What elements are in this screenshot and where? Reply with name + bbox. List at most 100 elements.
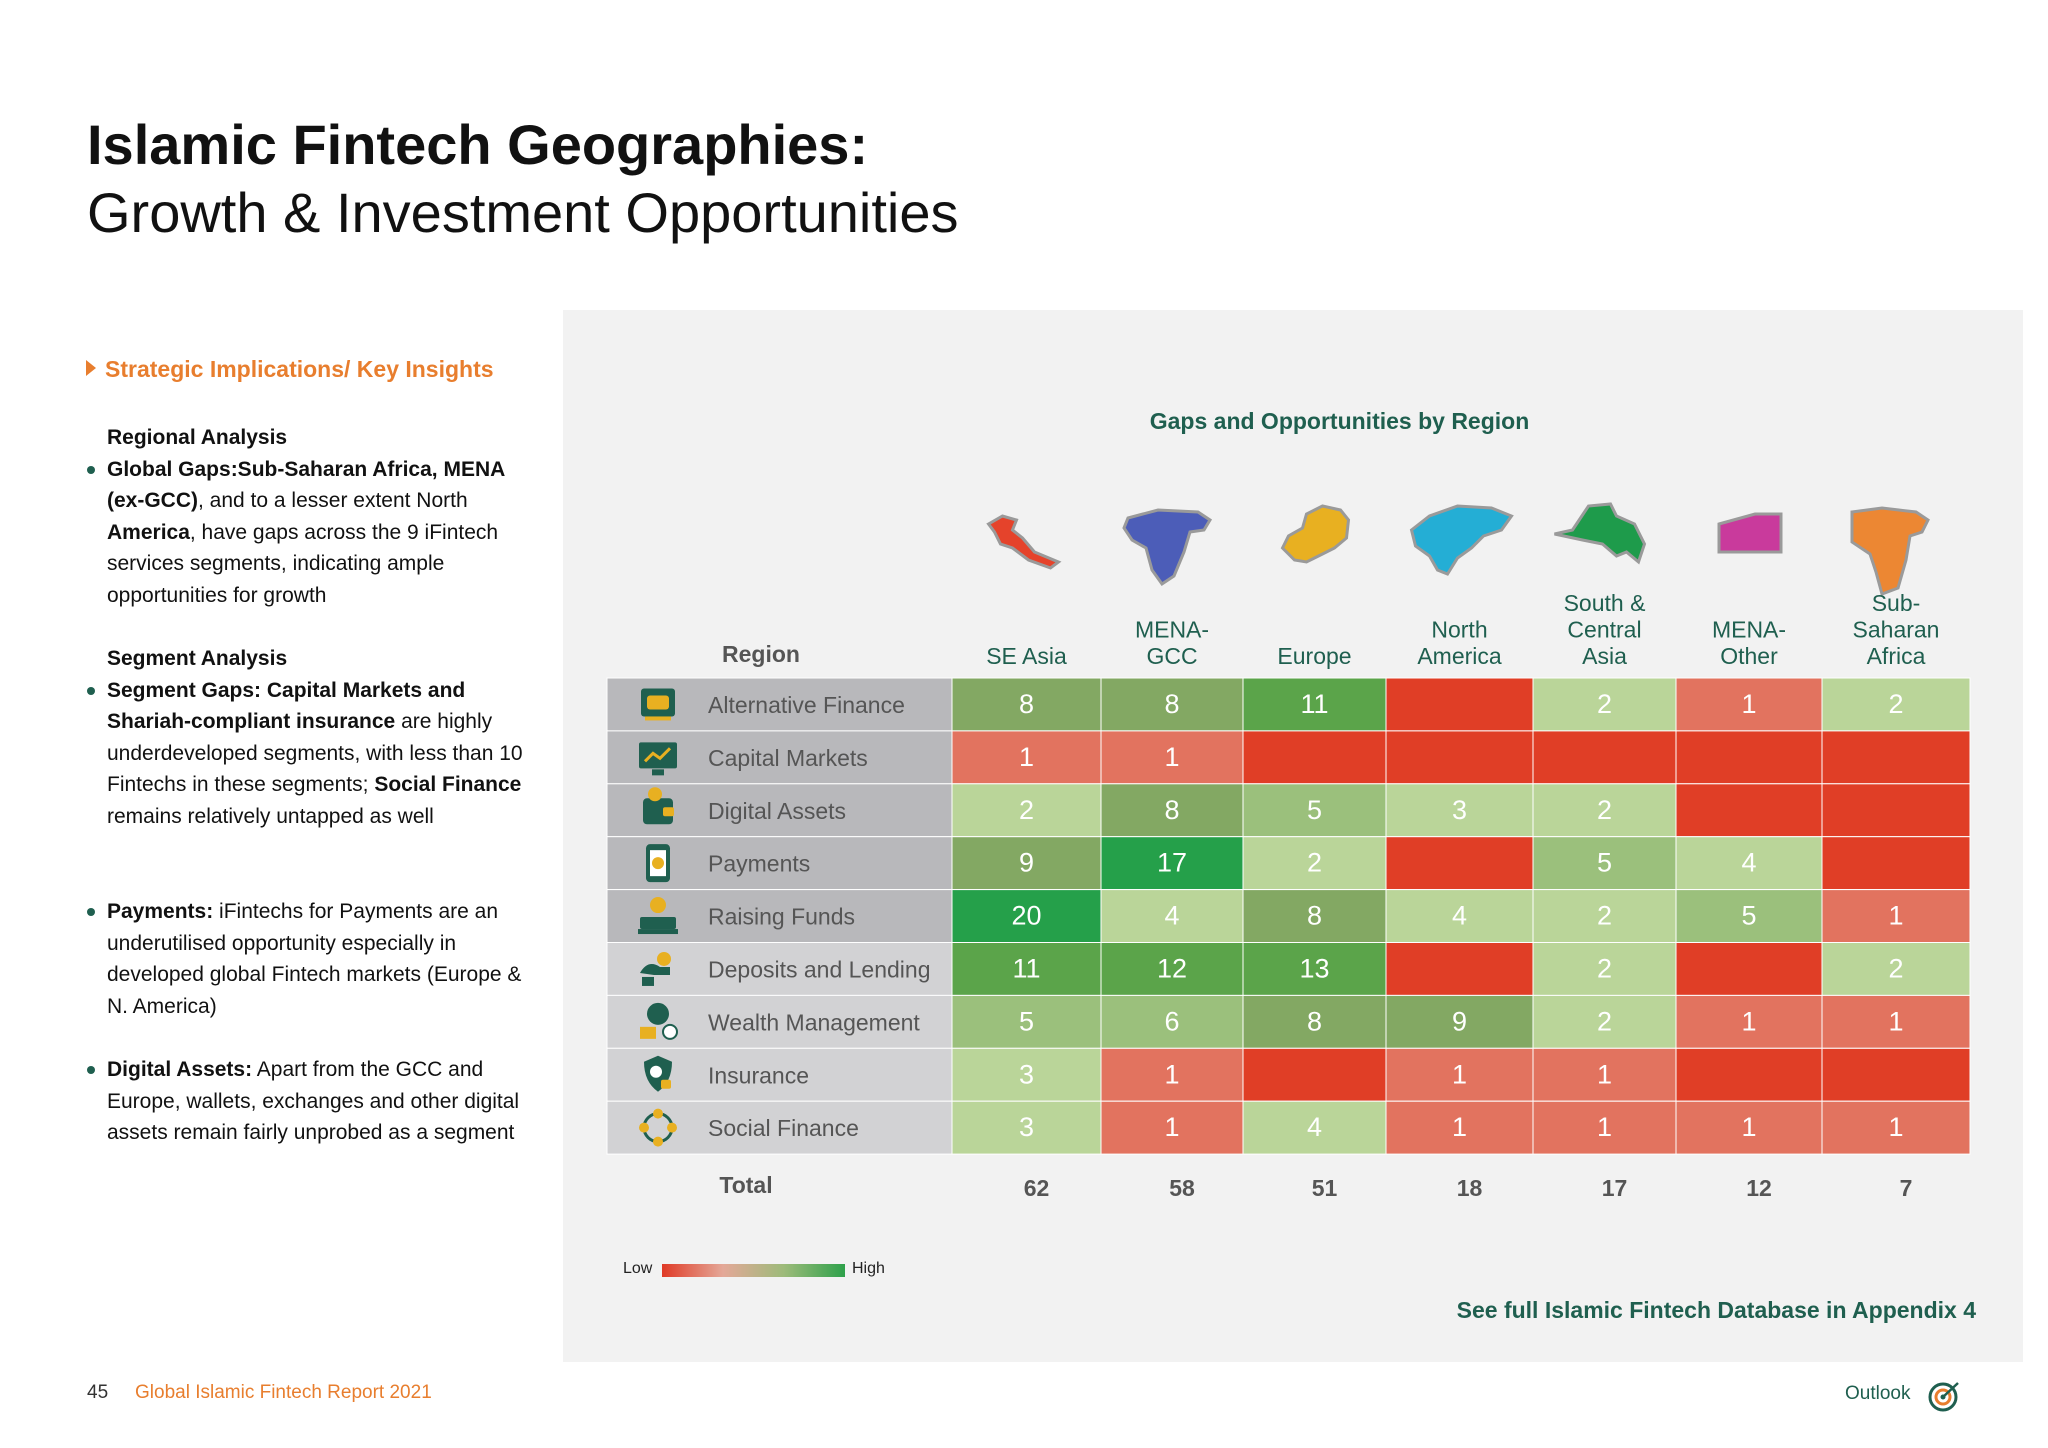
heatmap-cell [1675,1100,1823,1155]
heatmap-cell [1821,677,1971,732]
heatmap-cell [1100,677,1244,732]
total-value: 18 [1457,1175,1483,1201]
cell-value: 13 [1299,954,1329,984]
cell-value: 2 [1597,689,1612,719]
segment-bold-2: Social Finance [374,773,522,796]
heatmap-cell [1821,1100,1971,1155]
cell-value: 1 [1452,1112,1467,1142]
icon-shape [643,747,672,763]
cell-value: 2 [1597,954,1612,984]
regional-bold-2: America [107,520,190,544]
row-label: Deposits and Lending [708,957,931,983]
cell-value: 5 [1597,848,1612,878]
heatmap-cell [1100,1047,1244,1102]
digital-bullet: Digital Assets: Apart from the GCC and E… [87,1054,527,1149]
cell-value: 4 [1307,1112,1322,1142]
icon-shape [638,929,678,935]
cell-value: 1 [1164,1059,1179,1089]
region-map-outline-2 [1280,504,1351,564]
heatmap-cell [951,994,1102,1049]
total-value: 58 [1169,1175,1195,1201]
icon-shape [640,1026,656,1039]
heatmap-cell [1242,994,1387,1049]
icon-shape [639,1122,649,1133]
icon-shape [640,917,676,930]
cell-value: 8 [1164,689,1179,719]
heatmap-cell [951,1047,1102,1102]
column-header-label: North [1431,617,1487,643]
cell-value: 8 [1019,689,1034,719]
cell-value: 4 [1164,901,1179,931]
cell-value: 9 [1452,1006,1467,1036]
heatmap-cell [1242,783,1387,838]
segment-analysis: Segment Analysis Segment Gaps: Capital M… [87,643,527,832]
heatmap-cell [1821,889,1971,943]
legend-gradient-bar [662,1264,845,1277]
segment-analysis-title: Segment Analysis [107,647,288,670]
cell-value: 11 [1012,954,1040,984]
icon-shape [647,1002,669,1025]
payments-insight: Payments: iFintechs for Payments are an … [87,896,527,1022]
page-subtitle: Growth & Investment Opportunities [87,181,959,244]
cell-value: 1 [1597,1112,1612,1142]
caret-right-icon [86,360,96,376]
icon-shape [662,1023,678,1040]
appendix-link[interactable]: See full Islamic Fintech Database in App… [1456,1297,1976,1323]
column-header-label: MENA- [1712,617,1786,643]
heatmap-cell [1385,889,1534,943]
payments-text: iFintechs for Payments are an underutili… [107,900,522,1018]
total-value: 17 [1602,1175,1628,1201]
row-label: Wealth Management [708,1009,920,1035]
heatmap-cell [951,1100,1102,1155]
row-label: Social Finance [708,1115,859,1141]
heatmap-cell [1385,677,1534,732]
icon-shape [640,964,670,975]
heatmap-cell [1821,730,1971,785]
payments-bold: Payments: [107,900,214,923]
cell-value: 1 [1164,742,1179,772]
heatmap-cell [1675,994,1823,1049]
region-map-3 [1411,506,1512,574]
heatmap-cell [1100,942,1244,996]
region-map-outline-6 [1850,506,1930,596]
heatmap-cell [951,942,1102,996]
heatmap-cell [1532,889,1677,943]
row-header-label: Region [722,641,800,667]
heatmap-cell [1532,730,1677,785]
cell-value: 8 [1307,901,1322,931]
total-value: 7 [1900,1175,1913,1201]
heatmap-cell [951,677,1102,732]
cell-value: 1 [1452,1059,1467,1089]
row-label: Alternative Finance [708,692,905,718]
icon-shape [650,897,666,914]
column-header-label: Africa [1867,643,1926,669]
insights-heading-text: Strategic Implications/ Key Insights [105,356,494,382]
digital-text: Apart from the GCC and Europe, wallets, … [107,1058,520,1144]
row-label-cell [606,1100,953,1155]
row-label: Raising Funds [708,904,855,930]
heatmap-cell [1100,889,1244,943]
cell-value: 5 [1741,901,1756,931]
cell-value: 3 [1452,795,1467,825]
heatmap-cell [1242,836,1387,891]
bullet-icon [87,908,95,916]
cell-value: 5 [1307,795,1322,825]
region-map-outline-0 [986,514,1062,570]
heatmap-cell [1385,730,1534,785]
icon-shape [645,716,671,721]
heatmap-cell [1675,677,1823,732]
icon-shape [648,787,662,802]
cell-value: 1 [1741,689,1756,719]
total-value: 12 [1746,1175,1772,1201]
icon-shape [657,951,671,966]
icon-shape [663,807,674,817]
heatmap-cell [1532,1047,1677,1102]
row-label: Payments [708,851,810,877]
heatmap-cell [1100,994,1244,1049]
cell-value: 2 [1597,1006,1612,1036]
insights-heading: Strategic Implications/ Key Insights [86,356,494,383]
heatmap-cell [1532,994,1677,1049]
column-header-label: Saharan [1853,617,1940,643]
cell-value: 20 [1011,901,1041,931]
cell-value: 1 [1741,1112,1756,1142]
